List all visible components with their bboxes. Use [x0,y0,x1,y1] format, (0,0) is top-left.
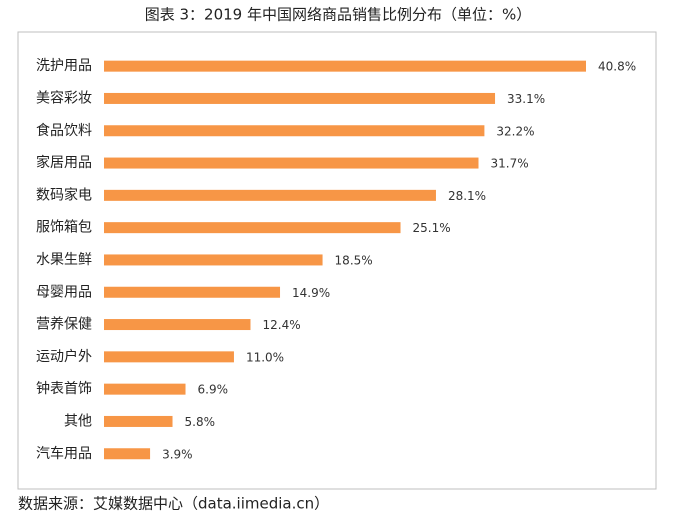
value-label: 14.9% [292,286,330,300]
bar [104,286,281,298]
category-label: 洗护用品 [36,58,92,74]
value-label: 6.9% [198,383,229,397]
value-label: 31.7% [490,157,528,171]
value-label: 11.0% [246,350,284,364]
category-label: 美容彩妆 [36,89,92,106]
category-label: 服饰箱包 [36,220,92,236]
value-label: 18.5% [335,253,373,267]
value-label: 33.1% [507,92,545,106]
bar [104,92,496,104]
bar [104,254,323,266]
bar [104,319,251,331]
value-label: 3.9% [162,447,193,461]
value-label: 40.8% [598,60,636,74]
plot-frame [17,31,657,490]
value-label: 25.1% [413,221,451,235]
category-label: 运动户外 [36,348,92,365]
category-label: 钟表首饰 [36,380,92,397]
value-label: 12.4% [262,318,300,332]
category-label: 水果生鲜 [36,252,92,268]
category-label: 母婴用品 [36,284,92,300]
bar [104,383,186,395]
bar [104,448,151,460]
value-label: 28.1% [448,189,486,203]
bar [104,60,586,72]
bar [104,125,485,137]
bar [104,222,401,234]
category-label: 家居用品 [36,154,92,171]
category-label: 营养保健 [36,317,92,333]
value-label: 5.8% [185,415,216,429]
category-label: 汽车用品 [36,445,92,462]
source-note: 数据来源：艾媒数据中心（data.iimedia.cn） [18,495,329,513]
bar [104,157,479,169]
bar [104,415,173,427]
chart-title: 图表 3：2019 年中国网络商品销售比例分布（单位：%） [145,6,532,24]
category-label: 其他 [64,413,92,429]
bar [104,351,234,363]
category-label: 食品饮料 [36,122,92,139]
category-label: 数码家电 [36,186,92,203]
value-label: 32.2% [496,124,534,138]
bar [104,189,436,201]
